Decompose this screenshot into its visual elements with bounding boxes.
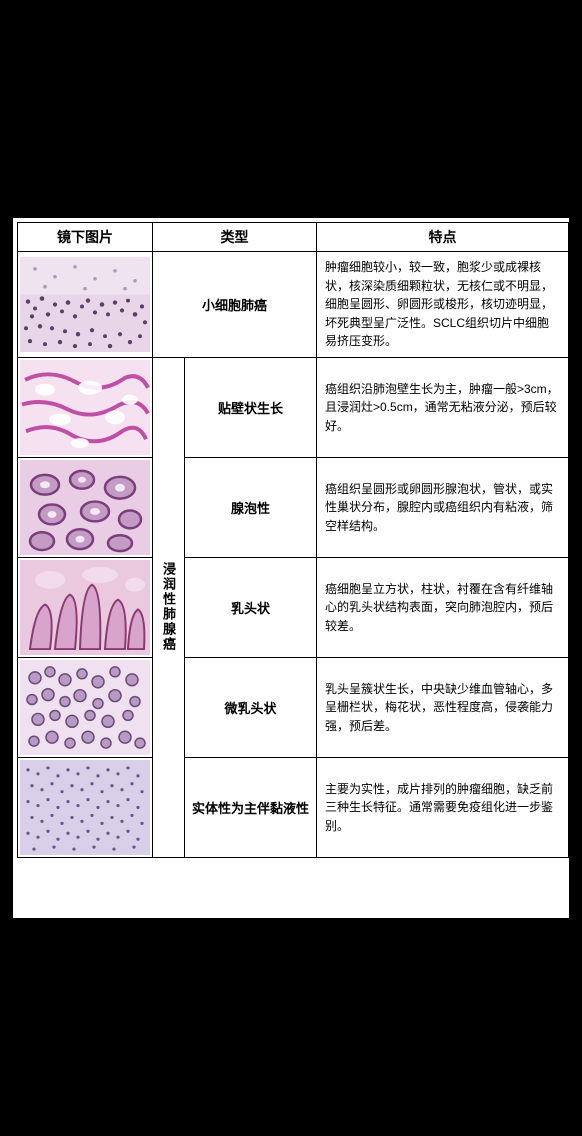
type-cell: 小细胞肺癌 [153, 252, 317, 358]
histology-image [20, 560, 150, 655]
type-cell: 实体性为主伴黏液性 [185, 757, 317, 857]
histology-image [20, 360, 150, 455]
header-features: 特点 [317, 223, 569, 252]
type-cell: 贴壁状生长 [185, 357, 317, 457]
header-row: 镜下图片 类型 特点 [18, 223, 569, 252]
histology-image-cell [18, 757, 153, 857]
description-cell: 癌细胞呈立方状，柱状，衬覆在含有纤维轴心的乳头状结构表面，突向肺泡腔内，预后较差… [317, 557, 569, 657]
histology-image-cell [18, 557, 153, 657]
description-cell: 癌组织呈圆形或卵圆形腺泡状，管状，或实性巢状分布，腺腔内或癌组织内有粘液，筛空样… [317, 457, 569, 557]
histology-table: 镜下图片 类型 特点 [17, 222, 569, 858]
type-cell: 微乳头状 [185, 657, 317, 757]
category-cell: 浸润性肺腺癌 [153, 357, 185, 857]
document-page: 镜下图片 类型 特点 [13, 218, 569, 918]
table-row: 乳头状 癌细胞呈立方状，柱状，衬覆在含有纤维轴心的乳头状结构表面，突向肺泡腔内，… [18, 557, 569, 657]
histology-image-cell [18, 457, 153, 557]
histology-image [20, 257, 150, 352]
histology-image-cell [18, 657, 153, 757]
header-type: 类型 [153, 223, 317, 252]
histology-image-cell [18, 357, 153, 457]
histology-image [20, 660, 150, 755]
description-cell: 肿瘤细胞较小，较一致，胞浆少或成裸核状，核深染质细颗粒状，无核仁或不明显，细胞呈… [317, 252, 569, 358]
type-cell: 乳头状 [185, 557, 317, 657]
table-row: 浸润性肺腺癌 贴壁状生长 癌组织沿肺泡壁生长为主，肿瘤一般>3cm，且浸润灶>0… [18, 357, 569, 457]
histology-image-cell [18, 252, 153, 358]
table-row: 小细胞肺癌 肿瘤细胞较小，较一致，胞浆少或成裸核状，核深染质细颗粒状，无核仁或不… [18, 252, 569, 358]
table-row: 腺泡性 癌组织呈圆形或卵圆形腺泡状，管状，或实性巢状分布，腺腔内或癌组织内有粘液… [18, 457, 569, 557]
description-cell: 癌组织沿肺泡壁生长为主，肿瘤一般>3cm，且浸润灶>0.5cm，通常无粘液分泌，… [317, 357, 569, 457]
type-cell: 腺泡性 [185, 457, 317, 557]
histology-image [20, 460, 150, 555]
header-image: 镜下图片 [18, 223, 153, 252]
description-cell: 主要为实性，成片排列的肿瘤细胞，缺乏前三种生长特征。通常需要免疫组化进一步鉴别。 [317, 757, 569, 857]
table-row: 实体性为主伴黏液性 主要为实性，成片排列的肿瘤细胞，缺乏前三种生长特征。通常需要… [18, 757, 569, 857]
table-row: 微乳头状 乳头呈簇状生长，中央缺少维血管轴心，多呈栅栏状，梅花状，恶性程度高，侵… [18, 657, 569, 757]
description-cell: 乳头呈簇状生长，中央缺少维血管轴心，多呈栅栏状，梅花状，恶性程度高，侵袭能力强，… [317, 657, 569, 757]
histology-image [20, 760, 150, 855]
